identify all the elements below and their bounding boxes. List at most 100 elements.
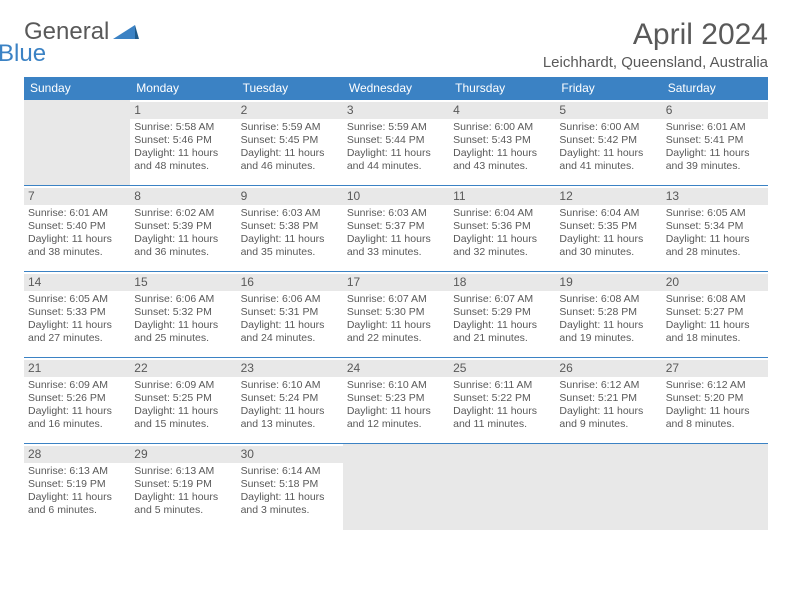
sunrise-text: Sunrise: 6:13 AM bbox=[28, 465, 126, 478]
day-number: 28 bbox=[24, 446, 130, 463]
day-number: 27 bbox=[662, 360, 768, 377]
sunset-text: Sunset: 5:27 PM bbox=[666, 306, 764, 319]
daylight-text: Daylight: 11 hours bbox=[666, 147, 764, 160]
logo-triangle-icon bbox=[113, 23, 139, 41]
daylight-text: and 12 minutes. bbox=[347, 418, 445, 431]
sunset-text: Sunset: 5:45 PM bbox=[241, 134, 339, 147]
day-number: 10 bbox=[343, 188, 449, 205]
sunrise-text: Sunrise: 6:10 AM bbox=[241, 379, 339, 392]
daylight-text: and 19 minutes. bbox=[559, 332, 657, 345]
calendar-cell: 21Sunrise: 6:09 AMSunset: 5:26 PMDayligh… bbox=[24, 358, 130, 444]
sunrise-text: Sunrise: 6:06 AM bbox=[134, 293, 232, 306]
sunset-text: Sunset: 5:37 PM bbox=[347, 220, 445, 233]
daylight-text: Daylight: 11 hours bbox=[28, 319, 126, 332]
calendar-week-row: 14Sunrise: 6:05 AMSunset: 5:33 PMDayligh… bbox=[24, 272, 768, 358]
calendar-cell: 24Sunrise: 6:10 AMSunset: 5:23 PMDayligh… bbox=[343, 358, 449, 444]
daylight-text: Daylight: 11 hours bbox=[347, 405, 445, 418]
sunrise-text: Sunrise: 6:01 AM bbox=[28, 207, 126, 220]
daylight-text: Daylight: 11 hours bbox=[241, 319, 339, 332]
daylight-text: Daylight: 11 hours bbox=[666, 405, 764, 418]
calendar-table: SundayMondayTuesdayWednesdayThursdayFrid… bbox=[24, 77, 768, 530]
daylight-text: and 30 minutes. bbox=[559, 246, 657, 259]
calendar-cell: 16Sunrise: 6:06 AMSunset: 5:31 PMDayligh… bbox=[237, 272, 343, 358]
calendar-cell: 30Sunrise: 6:14 AMSunset: 5:18 PMDayligh… bbox=[237, 444, 343, 530]
daylight-text: Daylight: 11 hours bbox=[453, 405, 551, 418]
daylight-text: and 16 minutes. bbox=[28, 418, 126, 431]
day-number: 12 bbox=[555, 188, 661, 205]
calendar-cell: 8Sunrise: 6:02 AMSunset: 5:39 PMDaylight… bbox=[130, 186, 236, 272]
calendar-cell: 13Sunrise: 6:05 AMSunset: 5:34 PMDayligh… bbox=[662, 186, 768, 272]
daylight-text: and 24 minutes. bbox=[241, 332, 339, 345]
sunset-text: Sunset: 5:29 PM bbox=[453, 306, 551, 319]
day-number: 24 bbox=[343, 360, 449, 377]
day-header: Monday bbox=[130, 77, 236, 100]
daylight-text: Daylight: 11 hours bbox=[559, 405, 657, 418]
sunrise-text: Sunrise: 6:13 AM bbox=[134, 465, 232, 478]
daylight-text: and 15 minutes. bbox=[134, 418, 232, 431]
calendar-cell: 3Sunrise: 5:59 AMSunset: 5:44 PMDaylight… bbox=[343, 100, 449, 186]
sunrise-text: Sunrise: 6:07 AM bbox=[347, 293, 445, 306]
daylight-text: Daylight: 11 hours bbox=[559, 147, 657, 160]
daylight-text: and 33 minutes. bbox=[347, 246, 445, 259]
sunrise-text: Sunrise: 6:11 AM bbox=[453, 379, 551, 392]
day-number: 5 bbox=[555, 102, 661, 119]
brand-word2: Blue bbox=[0, 40, 118, 68]
month-title: April 2024 bbox=[543, 18, 768, 52]
sunrise-text: Sunrise: 6:01 AM bbox=[666, 121, 764, 134]
daylight-text: Daylight: 11 hours bbox=[134, 233, 232, 246]
daylight-text: and 38 minutes. bbox=[28, 246, 126, 259]
sunrise-text: Sunrise: 6:05 AM bbox=[28, 293, 126, 306]
sunrise-text: Sunrise: 6:12 AM bbox=[666, 379, 764, 392]
sunset-text: Sunset: 5:28 PM bbox=[559, 306, 657, 319]
calendar-cell: 22Sunrise: 6:09 AMSunset: 5:25 PMDayligh… bbox=[130, 358, 236, 444]
daylight-text: Daylight: 11 hours bbox=[28, 491, 126, 504]
day-header: Saturday bbox=[662, 77, 768, 100]
day-number: 25 bbox=[449, 360, 555, 377]
day-number: 15 bbox=[130, 274, 236, 291]
sunrise-text: Sunrise: 5:59 AM bbox=[241, 121, 339, 134]
calendar-cell: 2Sunrise: 5:59 AMSunset: 5:45 PMDaylight… bbox=[237, 100, 343, 186]
sunset-text: Sunset: 5:36 PM bbox=[453, 220, 551, 233]
sunrise-text: Sunrise: 6:14 AM bbox=[241, 465, 339, 478]
calendar-cell: 10Sunrise: 6:03 AMSunset: 5:37 PMDayligh… bbox=[343, 186, 449, 272]
calendar-cell bbox=[662, 444, 768, 530]
daylight-text: and 27 minutes. bbox=[28, 332, 126, 345]
sunset-text: Sunset: 5:20 PM bbox=[666, 392, 764, 405]
sunset-text: Sunset: 5:25 PM bbox=[134, 392, 232, 405]
daylight-text: and 46 minutes. bbox=[241, 160, 339, 173]
day-number: 11 bbox=[449, 188, 555, 205]
daylight-text: and 5 minutes. bbox=[134, 504, 232, 517]
daylight-text: and 43 minutes. bbox=[453, 160, 551, 173]
calendar-cell: 17Sunrise: 6:07 AMSunset: 5:30 PMDayligh… bbox=[343, 272, 449, 358]
daylight-text: Daylight: 11 hours bbox=[347, 319, 445, 332]
calendar-week-row: 28Sunrise: 6:13 AMSunset: 5:19 PMDayligh… bbox=[24, 444, 768, 530]
brand-logo: General Blue bbox=[24, 18, 144, 68]
daylight-text: Daylight: 11 hours bbox=[241, 233, 339, 246]
daylight-text: Daylight: 11 hours bbox=[347, 147, 445, 160]
daylight-text: and 13 minutes. bbox=[241, 418, 339, 431]
day-number: 22 bbox=[130, 360, 236, 377]
daylight-text: and 28 minutes. bbox=[666, 246, 764, 259]
sunset-text: Sunset: 5:41 PM bbox=[666, 134, 764, 147]
calendar-cell: 4Sunrise: 6:00 AMSunset: 5:43 PMDaylight… bbox=[449, 100, 555, 186]
daylight-text: Daylight: 11 hours bbox=[559, 319, 657, 332]
daylight-text: and 3 minutes. bbox=[241, 504, 339, 517]
day-number: 29 bbox=[130, 446, 236, 463]
day-number: 6 bbox=[662, 102, 768, 119]
daylight-text: and 36 minutes. bbox=[134, 246, 232, 259]
daylight-text: and 18 minutes. bbox=[666, 332, 764, 345]
day-number: 13 bbox=[662, 188, 768, 205]
title-block: April 2024 Leichhardt, Queensland, Austr… bbox=[543, 18, 768, 71]
daylight-text: Daylight: 11 hours bbox=[134, 491, 232, 504]
daylight-text: and 32 minutes. bbox=[453, 246, 551, 259]
sunset-text: Sunset: 5:21 PM bbox=[559, 392, 657, 405]
sunset-text: Sunset: 5:22 PM bbox=[453, 392, 551, 405]
sunrise-text: Sunrise: 6:10 AM bbox=[347, 379, 445, 392]
sunset-text: Sunset: 5:35 PM bbox=[559, 220, 657, 233]
daylight-text: Daylight: 11 hours bbox=[134, 147, 232, 160]
sunset-text: Sunset: 5:33 PM bbox=[28, 306, 126, 319]
day-header: Wednesday bbox=[343, 77, 449, 100]
sunset-text: Sunset: 5:24 PM bbox=[241, 392, 339, 405]
sunrise-text: Sunrise: 5:59 AM bbox=[347, 121, 445, 134]
calendar-body: 1Sunrise: 5:58 AMSunset: 5:46 PMDaylight… bbox=[24, 100, 768, 530]
